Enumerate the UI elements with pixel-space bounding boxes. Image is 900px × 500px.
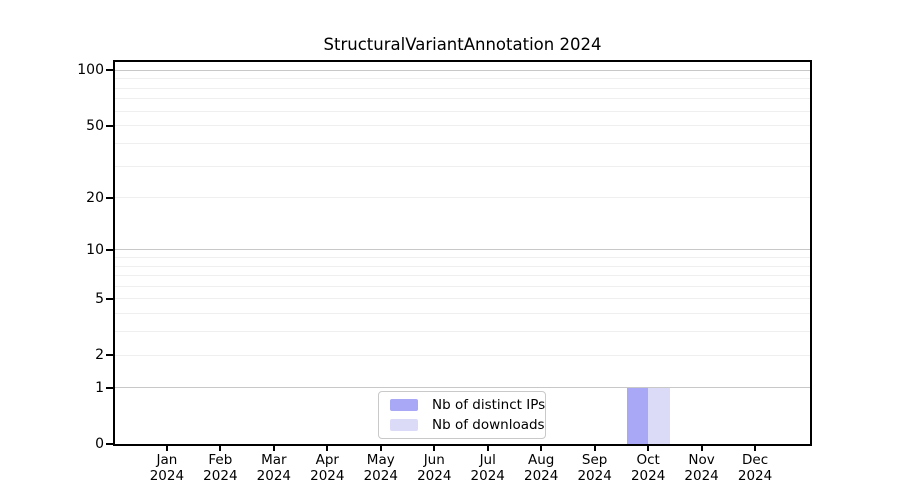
x-tick-month: May bbox=[366, 452, 395, 468]
gridline-major bbox=[115, 249, 810, 251]
gridline-minor bbox=[115, 285, 810, 287]
x-tick-month: Sep bbox=[581, 452, 608, 468]
y-tick bbox=[106, 124, 113, 127]
gridline-major bbox=[115, 69, 810, 71]
x-tick-month: Apr bbox=[315, 452, 339, 468]
gridline-major bbox=[115, 387, 810, 389]
gridline-minor bbox=[115, 165, 810, 167]
x-tick-year: 2024 bbox=[149, 468, 185, 484]
legend-swatch-downloads bbox=[390, 418, 418, 431]
x-tick-year: 2024 bbox=[363, 468, 398, 484]
y-tick bbox=[106, 196, 113, 199]
x-tick bbox=[754, 446, 757, 451]
y-tick bbox=[106, 297, 113, 300]
x-tick-year: 2024 bbox=[256, 468, 291, 484]
x-tick-year: 2024 bbox=[630, 468, 666, 484]
y-tick-label: 5 bbox=[95, 290, 104, 307]
legend-item-downloads: Nb of downloads bbox=[387, 417, 545, 433]
x-tick-year: 2024 bbox=[310, 468, 345, 484]
x-tick-month: Oct bbox=[636, 452, 660, 468]
legend-item-distinct-ips: Nb of distinct IPs bbox=[387, 397, 545, 413]
y-tick-label: 1 bbox=[95, 379, 104, 396]
x-tick-label: Nov 2024 bbox=[670, 452, 734, 484]
plot-frame bbox=[113, 60, 812, 446]
x-tick-label: Dec 2024 bbox=[723, 452, 787, 484]
y-tick bbox=[106, 354, 113, 357]
x-tick-label: Aug 2024 bbox=[509, 452, 573, 484]
x-tick bbox=[540, 446, 543, 451]
x-tick-label: Jan 2024 bbox=[135, 452, 199, 484]
x-tick-year: 2024 bbox=[417, 468, 452, 484]
y-tick-label: 100 bbox=[77, 62, 104, 79]
bar-distinct-ips bbox=[626, 387, 649, 444]
x-tick-label: Feb 2024 bbox=[188, 452, 252, 484]
bar-downloads bbox=[648, 387, 670, 444]
x-tick-month: Jun bbox=[423, 452, 445, 468]
y-tick bbox=[106, 443, 113, 445]
y-tick-label: 50 bbox=[86, 117, 104, 134]
gridline-minor bbox=[115, 78, 810, 80]
x-tick-month: Jan bbox=[156, 452, 178, 468]
x-tick-month: Jul bbox=[479, 452, 496, 468]
x-tick bbox=[647, 446, 650, 451]
x-tick-year: 2024 bbox=[203, 468, 238, 484]
chart-title: StructuralVariantAnnotation 2024 bbox=[323, 35, 602, 54]
y-tick-label: 2 bbox=[95, 347, 104, 364]
gridline-minor bbox=[115, 331, 810, 333]
x-tick-year: 2024 bbox=[737, 468, 773, 484]
gridline-minor bbox=[115, 98, 810, 100]
y-tick-label: 0 bbox=[95, 436, 104, 452]
gridline-minor bbox=[115, 125, 810, 127]
y-tick-label: 10 bbox=[86, 241, 104, 258]
x-tick-month: Dec bbox=[742, 452, 769, 468]
y-tick-label: 20 bbox=[86, 189, 104, 206]
y-tick bbox=[106, 386, 113, 389]
x-tick bbox=[593, 446, 596, 451]
legend-label-downloads: Nb of downloads bbox=[432, 416, 545, 433]
gridline-minor bbox=[115, 275, 810, 277]
y-tick bbox=[106, 69, 113, 72]
legend: Nb of distinct IPs Nb of downloads bbox=[378, 391, 546, 439]
x-tick-year: 2024 bbox=[470, 468, 505, 484]
x-tick-month: Mar bbox=[261, 452, 287, 468]
x-tick-year: 2024 bbox=[577, 468, 612, 484]
x-tick-label: Mar 2024 bbox=[242, 452, 306, 484]
x-tick-year: 2024 bbox=[524, 468, 559, 484]
x-tick-label: Apr 2024 bbox=[295, 452, 359, 484]
x-tick bbox=[326, 446, 329, 451]
x-tick bbox=[486, 446, 489, 451]
x-tick-label: Sep 2024 bbox=[563, 452, 627, 484]
x-tick bbox=[700, 446, 703, 451]
gridline-minor bbox=[115, 142, 810, 144]
gridline-minor bbox=[115, 298, 810, 300]
x-tick-label: May 2024 bbox=[349, 452, 413, 484]
gridline-minor bbox=[115, 197, 810, 199]
legend-swatch-distinct-ips bbox=[390, 399, 418, 412]
x-tick bbox=[165, 446, 168, 451]
gridline-minor bbox=[115, 354, 810, 356]
x-tick bbox=[272, 446, 275, 451]
gridline-minor bbox=[115, 265, 810, 267]
x-tick-label: Jun 2024 bbox=[402, 452, 466, 484]
legend-label-distinct-ips: Nb of distinct IPs bbox=[432, 397, 546, 414]
x-tick bbox=[379, 446, 382, 451]
y-tick bbox=[106, 248, 113, 251]
x-tick bbox=[433, 446, 436, 451]
gridline-minor bbox=[115, 110, 810, 112]
x-tick-month: Nov bbox=[688, 452, 715, 468]
x-tick-year: 2024 bbox=[684, 468, 719, 484]
x-tick-label: Oct 2024 bbox=[616, 452, 680, 484]
gridline-minor bbox=[115, 313, 810, 315]
x-tick-month: Feb bbox=[208, 452, 233, 468]
x-tick-label: Jul 2024 bbox=[456, 452, 520, 484]
gridline-minor bbox=[115, 87, 810, 89]
x-tick-month: Aug bbox=[528, 452, 555, 468]
x-tick bbox=[219, 446, 222, 451]
gridline-minor bbox=[115, 257, 810, 259]
